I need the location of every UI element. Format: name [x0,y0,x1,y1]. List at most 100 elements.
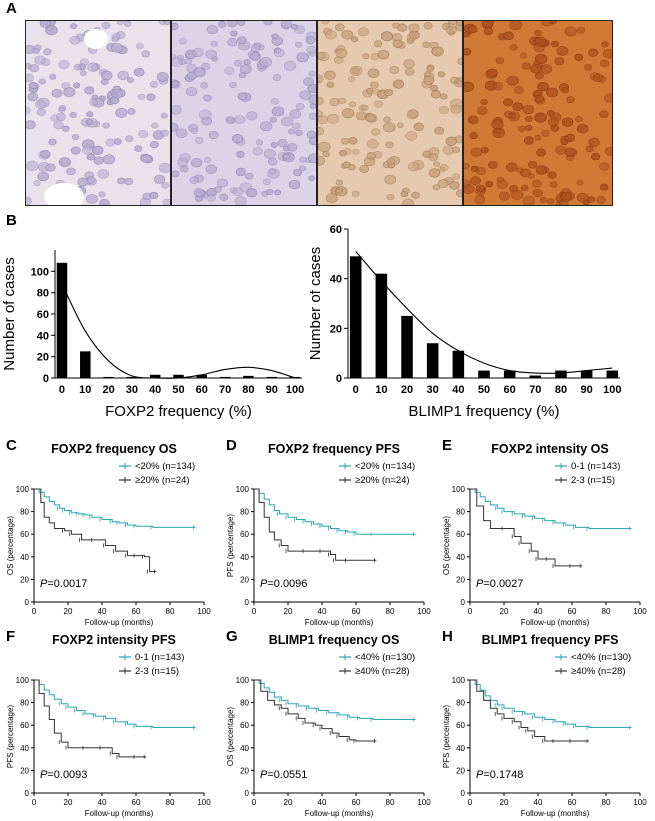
nucleus [308,112,316,120]
nucleus [540,21,554,27]
nucleus [270,98,279,105]
nucleus [576,192,589,203]
nucleus [66,167,76,176]
nucleus [423,21,433,30]
nucleus [437,71,446,78]
survival-curve [34,679,196,728]
nucleus [124,177,134,186]
nucleus [474,195,486,205]
micrograph-2 [171,20,317,206]
bar [196,374,208,378]
nucleus [546,87,559,98]
nucleus [55,112,66,122]
nucleus [384,174,397,185]
bar [555,370,567,378]
nucleus [195,137,204,144]
nucleus [534,94,545,103]
x-tick-label: 20 [500,607,509,616]
nucleus [79,70,87,76]
bar [426,343,439,378]
nucleus [575,116,583,123]
nucleus [179,38,187,45]
nucleus [172,122,179,132]
y-tick-label: 100 [16,485,30,494]
nucleus [430,90,441,99]
nucleus [201,62,211,70]
nucleus [541,129,551,137]
nucleus [437,179,449,189]
panel-label-b: B [6,212,17,229]
y-tick-label: 0 [245,598,250,607]
x-axis-title: FOXP2 frequency (%) [105,403,252,420]
nucleus [235,167,246,177]
nucleus [509,21,522,31]
y-tick-label: 40 [37,330,49,342]
x-tick-label: 30 [427,384,439,396]
nucleus [116,21,124,26]
nucleus [77,177,89,187]
nucleus [450,104,462,114]
nucleus [556,46,569,56]
nucleus [456,21,462,27]
nucleus [133,67,145,77]
nucleus [111,89,124,99]
nucleus [255,139,263,146]
legend-label: 0-1 (n=143) [571,461,620,472]
nucleus [27,92,39,102]
bar [149,374,161,378]
y-tick-label: 100 [452,485,466,494]
nucleus [367,68,380,79]
bar [266,376,277,378]
nucleus [440,164,449,172]
nucleus [403,59,415,69]
p-value: P=0.0096 [260,578,307,590]
y-tick-label: 60 [37,309,49,321]
nucleus [373,40,383,48]
nucleus [475,184,485,193]
x-tick-label: 80 [242,384,254,396]
nucleus [291,122,301,130]
nucleus [306,45,316,54]
nucleus [89,98,99,106]
survival-curve [254,679,377,742]
nucleus [588,48,599,57]
nucleus [326,113,340,124]
y-axis-title: OS (percentage) [226,707,235,766]
y-tick-label: 20 [456,766,465,775]
nucleus [325,29,337,40]
nucleus [40,150,51,159]
nucleus [158,163,170,173]
x-tick-label: 10 [79,384,91,396]
nucleus [389,66,400,74]
nucleus [519,52,528,59]
x-tick-label: 50 [478,384,490,396]
nucleus [366,88,374,94]
nucleus [295,129,303,136]
nucleus [203,156,212,163]
nucleus [252,147,263,156]
nucleus [283,60,297,71]
micrograph-texture [26,21,170,205]
legend-label: ≥20% (n=24) [355,475,410,486]
nucleus [26,196,32,205]
y-tick-label: 60 [456,721,465,730]
nucleus [341,108,355,119]
nucleus [386,193,395,201]
nucleus [113,138,122,145]
nucleus [63,87,76,98]
nucleus [99,198,110,205]
nucleus [402,198,414,205]
nucleus [404,67,415,76]
bar [452,350,465,378]
nucleus [413,122,424,131]
micrograph-3 [317,20,463,206]
nucleus [383,122,396,133]
y-tick-label: 80 [20,508,29,517]
survival-curve [254,488,416,535]
nucleus [449,181,460,190]
x-tick-label: 0 [252,607,257,616]
nucleus [513,86,524,94]
nucleus [576,123,589,134]
x-tick-label: 0 [252,798,257,807]
x-axis-title: Follow-up (months) [85,809,154,818]
